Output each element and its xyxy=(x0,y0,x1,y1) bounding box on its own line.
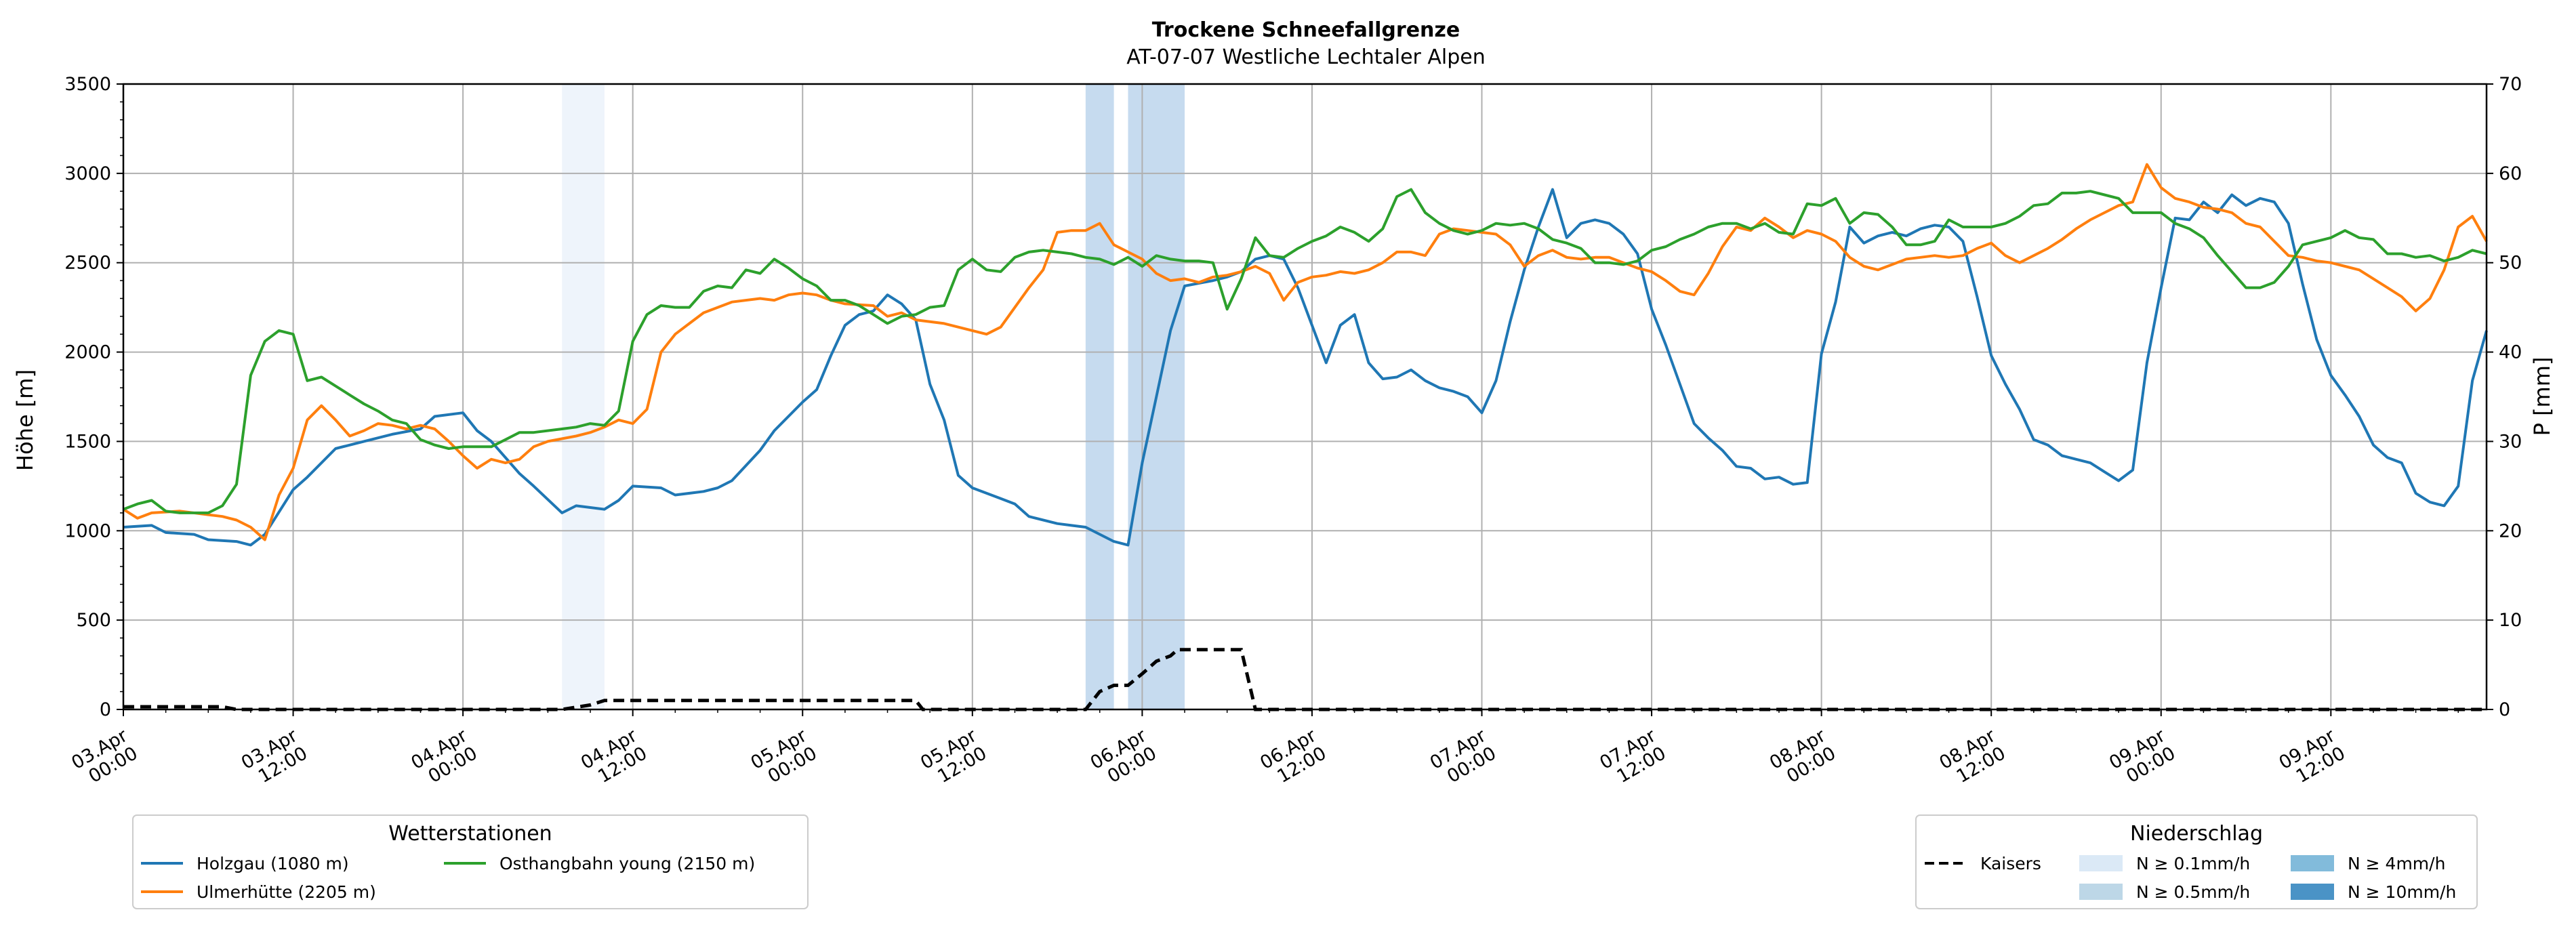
legend-kaisers-label: Kaisers xyxy=(1980,854,2041,873)
y-tick-label-2: 1000 xyxy=(64,520,111,541)
legend-ulmerhuette-label: Ulmerhütte (2205 m) xyxy=(197,882,376,902)
legend-precip-frame xyxy=(1915,814,2478,909)
legend-precip: Niederschlag Kaisers N ≥ 0.1mm/h N ≥ 0.5… xyxy=(1915,814,2478,909)
y2-tick-label-7: 70 xyxy=(2499,74,2522,95)
legend-osthangbahn-label: Osthangbahn young (2150 m) xyxy=(499,854,755,873)
plot-frame xyxy=(122,83,2488,711)
legend-n4-swatch xyxy=(2291,855,2334,871)
y-tick-label-4: 2000 xyxy=(64,342,111,363)
precip-band-0 xyxy=(562,84,605,709)
y-tick-label-7: 3500 xyxy=(64,74,111,95)
y-tick-label-6: 3000 xyxy=(64,163,111,184)
legend-precip-title: Niederschlag xyxy=(2130,822,2263,846)
y2-tick-label-3: 30 xyxy=(2499,431,2522,452)
legend-holzgau-label: Holzgau (1080 m) xyxy=(197,854,349,873)
precip-band-1 xyxy=(1085,84,1114,709)
chart-title: Trockene Schneefallgrenze xyxy=(1152,18,1460,42)
y-tick-label-5: 2500 xyxy=(64,253,111,274)
y2-tick-label-4: 40 xyxy=(2499,342,2522,363)
precip-bands xyxy=(562,84,1185,709)
legend-n05-label: N ≥ 0.5mm/h xyxy=(2136,882,2250,902)
grid-lines xyxy=(123,84,2487,709)
y2-tick-label-6: 60 xyxy=(2499,163,2522,184)
y-axis-label: Höhe [m] xyxy=(12,369,38,471)
legend-n01-label: N ≥ 0.1mm/h xyxy=(2136,854,2250,873)
y-tick-label-1: 500 xyxy=(76,610,111,631)
legend-n10-swatch xyxy=(2291,884,2334,900)
y-tick-label-0: 0 xyxy=(100,699,111,720)
legend-n01-swatch xyxy=(2079,855,2123,871)
legend-n05-swatch xyxy=(2079,884,2123,900)
series-line-2 xyxy=(123,188,2487,514)
legend-stations-title: Wetterstationen xyxy=(388,822,552,846)
series-line-0 xyxy=(123,188,2488,547)
legend-n4-label: N ≥ 4mm/h xyxy=(2348,854,2445,873)
y2-tick-label-0: 0 xyxy=(2499,699,2510,720)
y-tick-label-3: 1500 xyxy=(64,431,111,452)
chart-subtitle: AT-07-07 Westliche Lechtaler Alpen xyxy=(1126,45,1486,69)
y2-tick-label-5: 50 xyxy=(2499,253,2522,274)
y2-axis-label: P [mm] xyxy=(2529,357,2555,436)
legend-n10-label: N ≥ 10mm/h xyxy=(2348,882,2456,902)
legend-stations: Wetterstationen Holzgau (1080 m) Ulmerhü… xyxy=(132,814,809,909)
y2-tick-label-1: 10 xyxy=(2499,610,2522,631)
y2-tick-label-2: 20 xyxy=(2499,520,2522,541)
series-line-1 xyxy=(122,163,2488,541)
x-tick-label-13: 09.Apr12:00 xyxy=(2276,725,2350,791)
